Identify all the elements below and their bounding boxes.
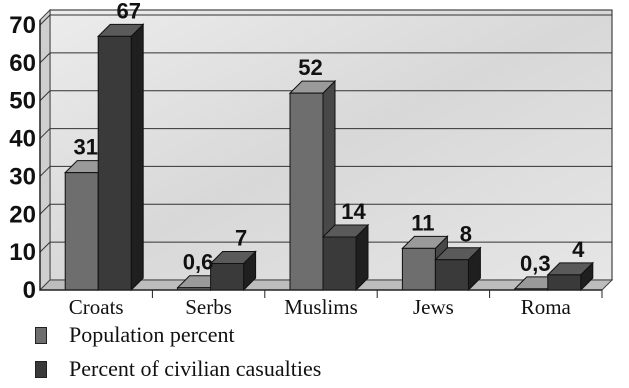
y-tick-label: 50 [9,88,36,115]
side-wall [39,8,51,292]
bar-front [97,35,132,291]
y-tick-label: 0 [23,277,36,304]
legend-swatch-population [35,326,47,344]
x-tick-label: Serbs [185,295,232,319]
legend-swatch-casualties [35,360,47,378]
bar-muslims-casualties [321,223,370,292]
data-label: 11 [411,210,434,235]
bar-jews-casualties [434,246,482,292]
bar-front [64,172,99,291]
x-tick-label: Roma [521,295,572,319]
y-tick-label: 70 [9,12,36,39]
bar-serbs-casualties [209,250,257,292]
x-axis: Croats Serbs Muslims Jews Roma [40,289,603,319]
data-label: 67 [116,0,140,23]
bar-front [434,259,469,291]
data-label: 52 [298,55,322,80]
legend-item-casualties: Percent of civilian casualties [30,354,321,384]
gridline-side [39,14,51,26]
bar-front [547,274,582,291]
legend-item-population: Population percent [30,320,321,350]
x-tick-label: Jews [413,295,454,319]
y-tick-label: 30 [9,163,36,190]
x-tick-label: Croats [69,295,124,319]
bar-front [401,247,436,291]
bar-roma-casualties [546,261,595,292]
gridline-side [39,52,51,64]
data-label: 8 [460,222,472,247]
y-tick-label: 60 [9,50,36,77]
gridline-side [39,241,51,253]
data-label: 4 [572,237,585,262]
bar-croats-casualties [96,23,145,292]
y-axis: 0 10 20 30 40 50 60 70 [9,12,41,304]
bars [63,23,595,292]
legend-label-population: Population percent [69,322,235,347]
y-tick-label: 10 [9,239,36,266]
bar-side [130,23,144,292]
data-label: 0,6 [183,250,214,275]
data-labels: 31 67 0,6 7 52 14 11 8 0,3 4 [73,0,585,276]
data-label: 31 [73,135,97,160]
bar-chart: 0 10 20 30 40 50 60 70 Croats Serbs Muslims Jews Ro… [9,0,614,319]
gridline-side [39,128,51,139]
legend-label-casualties: Percent of civilian casualties [69,356,322,381]
gridline-side [39,90,51,102]
gridline-side [39,166,51,177]
bar-front [322,236,357,291]
bar-front [210,263,245,291]
bar-front [289,92,324,291]
y-tick-label: 40 [9,126,36,153]
legend: Population percent Percent of civilian c… [30,320,321,388]
x-tick-label: Muslims [284,295,358,319]
data-label: 14 [341,199,366,224]
data-label: 0,3 [520,251,551,276]
data-label: 7 [235,226,247,251]
y-tick-label: 20 [9,201,36,228]
gridline-side [39,203,51,215]
